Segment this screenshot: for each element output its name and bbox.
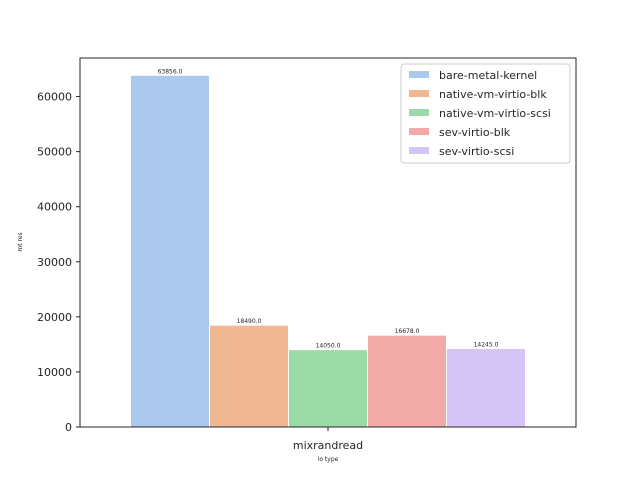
data-label-native-vm-virtio-blk: 18490.0 <box>237 318 262 325</box>
legend-swatch-native-vm-virtio-scsi <box>409 109 429 116</box>
bar-bare-metal-kernel <box>130 74 210 428</box>
legend-swatch-sev-virtio-scsi <box>409 147 429 154</box>
y-tick-label: 30000 <box>37 256 72 269</box>
legend: bare-metal-kernel native-vm-virtio-blk nat… <box>400 63 571 164</box>
y-tick-label: 60000 <box>37 91 72 104</box>
y-tick-label: 20000 <box>37 311 72 324</box>
legend-swatch-sev-virtio-blk <box>409 128 429 135</box>
legend-label-bare-metal-kernel: bare-metal-kernel <box>439 69 537 82</box>
bar-native-vm-virtio-scsi <box>288 349 368 428</box>
data-label-bare-metal-kernel: 63856.0 <box>158 68 183 75</box>
data-label-sev-virtio-scsi: 14245.0 <box>474 342 499 349</box>
y-tick-label: 10000 <box>37 366 72 379</box>
legend-swatch-native-vm-virtio-blk <box>409 90 429 97</box>
y-tick-label: 0 <box>65 421 72 434</box>
legend-label-native-vm-virtio-blk: native-vm-virtio-blk <box>439 88 547 101</box>
bar-native-vm-virtio-blk <box>209 324 289 428</box>
y-axis-label: mt res <box>17 232 24 251</box>
legend-swatch-bare-metal-kernel <box>409 71 429 78</box>
data-label-sev-virtio-blk: 16678.0 <box>395 328 420 335</box>
y-axis: 0 10000 20000 30000 40000 50000 60000 <box>37 91 80 434</box>
x-axis: mixrandread <box>293 427 363 452</box>
y-tick-label: 40000 <box>37 201 72 214</box>
bar-sev-virtio-scsi <box>446 348 526 428</box>
x-tick-label: mixrandread <box>293 439 363 452</box>
legend-box <box>400 63 571 164</box>
y-tick-label: 50000 <box>37 146 72 159</box>
legend-label-sev-virtio-scsi: sev-virtio-scsi <box>439 145 514 158</box>
bar-sev-virtio-blk <box>367 334 447 428</box>
data-label-native-vm-virtio-scsi: 14050.0 <box>316 343 341 350</box>
x-axis-label: io type <box>318 456 339 463</box>
legend-label-sev-virtio-blk: sev-virtio-blk <box>439 126 511 139</box>
legend-label-native-vm-virtio-scsi: native-vm-virtio-scsi <box>439 107 551 120</box>
